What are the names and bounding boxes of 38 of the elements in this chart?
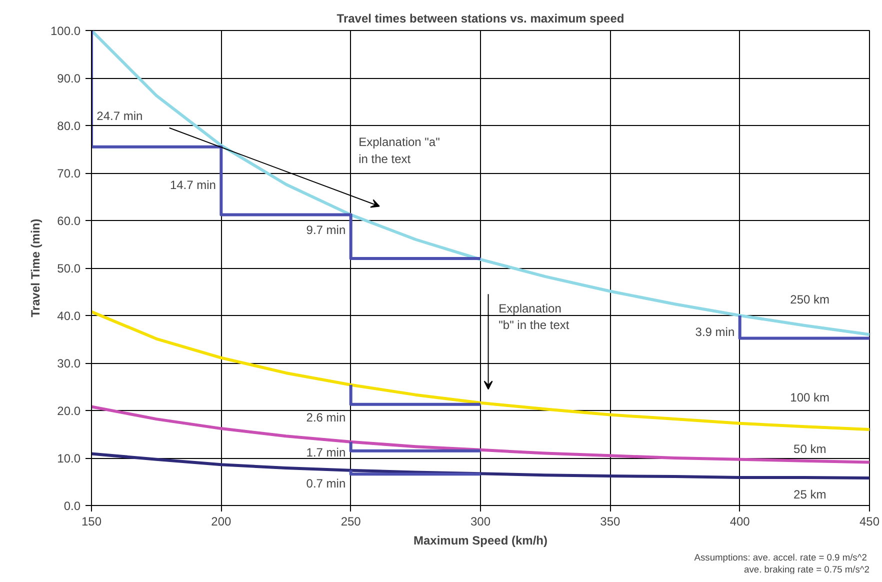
annotation: 50 km	[794, 442, 826, 456]
annotation: 100 km	[790, 390, 830, 405]
y-tick-label: 50.0	[57, 262, 81, 276]
annotation: 2.6 min	[306, 410, 346, 425]
x-tick-label: 450	[859, 514, 880, 528]
annotation: 25 km	[794, 488, 826, 502]
x-tick-label: 400	[730, 514, 750, 528]
x-tick-label: 350	[600, 514, 621, 528]
y-axis-title: Travel Time (min)	[28, 218, 42, 318]
annotation: 9.7 min	[306, 223, 346, 237]
annotation: 1.7 min	[306, 445, 346, 460]
y-tick-label: 80.0	[57, 119, 81, 133]
line-series	[92, 30, 870, 336]
line-series	[92, 30, 482, 260]
y-tick-label: 40.0	[57, 309, 81, 323]
x-tick-label: 250	[340, 514, 362, 528]
annotation: Explanation "b" in the text	[498, 301, 570, 332]
y-tick-label: 20.0	[57, 404, 81, 418]
y-tick-label: 70.0	[57, 166, 81, 180]
x-axis-title: Maximum Speed (km/h)	[413, 534, 548, 548]
annotation: 14.7 min	[170, 178, 216, 192]
y-tick-label: 30.0	[57, 356, 81, 370]
annotation: Explanation "a" in the text	[358, 135, 440, 166]
y-tick-label: 90.0	[57, 72, 81, 86]
text: Assumptions: ave. accel. rate = 0.9 m/s^2	[694, 552, 867, 562]
y-tick-label: 0.0	[64, 499, 81, 513]
x-tick-label: 150	[81, 514, 102, 528]
annotation: 24.7 min	[96, 109, 143, 123]
annotation: 3.9 min	[695, 325, 735, 340]
chart-title: Travel times between stations vs. maximum speed	[336, 12, 624, 26]
line-series	[92, 405, 870, 464]
y-tick-label: 10.0	[57, 452, 81, 466]
annotation: 250 km	[790, 292, 830, 306]
y-tick-label: 60.0	[57, 214, 81, 228]
y-tick-label: 100.0	[50, 24, 81, 38]
annotation: 0.7 min	[306, 476, 346, 491]
x-tick-label: 300	[470, 514, 491, 528]
x-tick-label: 200	[211, 514, 232, 528]
